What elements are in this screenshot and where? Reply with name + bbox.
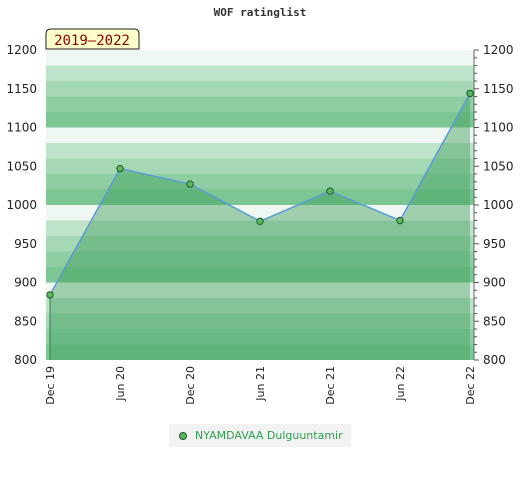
legend-label: NYAMDAVAA Dulguuntamir [195,429,343,442]
y-tick-label-left: 1150 [6,82,37,96]
x-tick-label: Dec 21 [324,366,337,405]
background-band [46,205,474,221]
x-axis: Dec 19 Jun 20 Dec 20 Jun 21 Dec 21 Jun 22 Dec … [44,366,477,405]
background-band [46,189,474,205]
x-tick-label: Jun 21 [254,366,267,402]
x-tick-label: Dec 20 [184,366,197,405]
y-tick-label-left: 1100 [6,121,37,135]
background-band [46,236,474,252]
y-tick-label-right: 1200 [483,43,514,57]
data-points [46,89,474,299]
y-tick-label-right: 1150 [483,82,514,96]
right-y-axis: 800 850 900 950 1000 1050 1100 1150 1200 [473,43,514,367]
background-band [46,298,474,314]
y-tick-label-left: 950 [14,237,37,251]
background-band [46,50,474,66]
series-area [50,93,470,361]
background-bands [46,50,474,360]
background-band [46,313,474,329]
y-tick-label-right: 1100 [483,121,514,135]
period-badge: 2019–2022 [45,28,140,50]
y-tick-label-right: 1050 [483,159,514,173]
background-band [46,267,474,283]
x-tick-label: Dec 19 [44,366,57,405]
y-tick-label-left: 800 [14,353,37,367]
data-point[interactable] [186,180,194,188]
background-band [46,251,474,267]
data-point[interactable] [396,216,404,225]
y-tick-label-left: 900 [14,276,37,290]
data-point[interactable] [326,187,334,195]
y-tick-label-left: 1000 [6,198,37,212]
y-tick-label-right: 950 [483,237,506,251]
background-band [46,143,474,159]
background-band [46,174,474,190]
background-band [46,81,474,97]
background-band [46,112,474,128]
y-tick-label-right: 850 [483,314,506,328]
legend-marker-icon [179,431,187,440]
y-tick-label-left: 1200 [6,43,37,57]
x-tick-label: Jun 22 [394,366,407,402]
legend: NYAMDAVAA Dulguuntamir [169,424,351,447]
left-y-axis: 800 850 900 950 1000 1050 1100 1150 1200 [6,43,37,367]
background-band [46,220,474,236]
data-point[interactable] [116,164,124,173]
background-band [46,127,474,143]
data-point[interactable] [256,217,264,225]
y-tick-label-right: 800 [483,353,506,367]
background-band [46,96,474,112]
data-point[interactable] [466,89,474,98]
background-band [46,158,474,174]
period-badge-text: 2019–2022 [54,33,130,49]
background-band [46,282,474,298]
x-tick-label: Dec 22 [464,366,477,405]
y-tick-label-left: 1050 [6,159,37,173]
y-tick-label-right: 900 [483,276,506,290]
series-area-fill [50,93,470,361]
background-band [46,329,474,345]
x-tick-label: Jun 20 [114,366,127,402]
y-tick-label-right: 1000 [483,198,514,212]
y-tick-label-left: 850 [14,314,37,328]
data-point[interactable] [46,291,54,299]
background-band [46,65,474,81]
background-band [46,344,474,360]
chart-title: WOF ratinglist [213,6,307,19]
